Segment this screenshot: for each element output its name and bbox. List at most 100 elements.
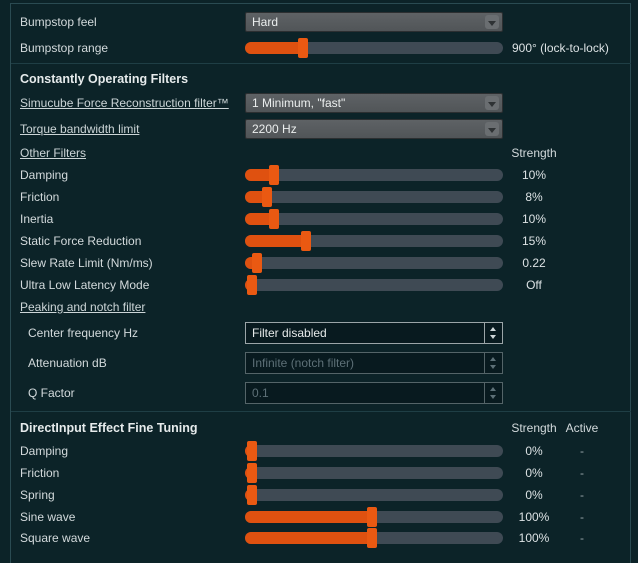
slew-rate-limit-label: Slew Rate Limit (Nm/ms) (20, 256, 153, 270)
dropdown-selected-value: 1 Minimum, "fast" (252, 96, 346, 110)
dropdown-selected-value: Hard (252, 15, 279, 29)
spinbox-stepper[interactable] (484, 323, 502, 343)
di-spring-slider[interactable] (245, 484, 503, 506)
bumpstop-range-row: Bumpstop range 900° (lock-to-lock) (0, 37, 638, 59)
spinbox-value: Infinite (notch filter) (252, 356, 355, 370)
slew-rate-limit-slider[interactable] (245, 252, 503, 274)
slider-handle[interactable] (262, 187, 273, 207)
section-divider (11, 63, 631, 64)
di-sine-wave-active-value: - (580, 510, 584, 524)
slider-fill (245, 213, 274, 225)
slider-handle[interactable] (366, 528, 377, 548)
di-damping-strength-value: 0% (525, 444, 543, 458)
ultra-low-latency-slider[interactable] (245, 274, 503, 296)
torque-bandwidth-dropdown[interactable]: 2200 Hz (245, 119, 503, 139)
slider-fill (245, 511, 372, 523)
di-sine-wave-row: Sine wave 100% - (0, 506, 638, 528)
di-square-wave-active-value: - (580, 531, 584, 545)
slider-track[interactable] (245, 279, 503, 291)
static-force-reduction-value: 15% (521, 234, 547, 248)
q-factor-label: Q Factor (28, 386, 75, 400)
inertia-strength-value: 10% (521, 212, 547, 226)
di-square-wave-label: Square wave (20, 531, 91, 545)
damping-strength-value: 10% (521, 168, 547, 182)
di-sine-wave-slider[interactable] (245, 506, 503, 528)
di-damping-label: Damping (20, 444, 69, 458)
di-sine-wave-strength-value: 100% (518, 510, 550, 524)
attenuation-label: Attenuation dB (28, 356, 107, 370)
slider-handle[interactable] (252, 253, 263, 273)
chevron-down-icon (488, 102, 496, 107)
chevron-down-icon (488, 21, 496, 26)
torque-bandwidth-link[interactable]: Torque bandwidth limit (20, 122, 140, 136)
di-friction-row: Friction 0% - (0, 462, 638, 484)
strength-column-header: Strength (511, 146, 557, 160)
center-frequency-spinbox[interactable]: Filter disabled (245, 322, 503, 344)
active-column-header: Active (565, 421, 599, 435)
di-damping-slider[interactable] (245, 440, 503, 462)
ultra-low-latency-label: Ultra Low Latency Mode (20, 278, 150, 292)
slider-handle[interactable] (298, 38, 309, 58)
di-square-wave-slider[interactable] (245, 527, 503, 549)
bumpstop-feel-dropdown[interactable]: Hard (245, 12, 503, 32)
di-friction-slider[interactable] (245, 462, 503, 484)
attenuation-row: Attenuation dB Infinite (notch filter) (0, 352, 638, 374)
static-force-reduction-row: Static Force Reduction 15% (0, 230, 638, 252)
slider-fill (245, 235, 306, 247)
di-square-wave-strength-value: 100% (518, 531, 550, 545)
slider-handle[interactable] (246, 441, 257, 461)
di-damping-row: Damping 0% - (0, 440, 638, 462)
slider-handle[interactable] (300, 231, 311, 251)
di-spring-active-value: - (580, 488, 584, 502)
slider-handle[interactable] (246, 463, 257, 483)
spinbox-stepper (484, 353, 502, 373)
arrow-up-icon (490, 387, 496, 391)
bumpstop-range-slider[interactable] (245, 37, 503, 59)
slider-handle[interactable] (268, 209, 279, 229)
slider-track[interactable] (245, 467, 503, 479)
arrow-up-icon (490, 357, 496, 361)
sfr-filter-dropdown[interactable]: 1 Minimum, "fast" (245, 93, 503, 113)
di-friction-strength-value: 0% (525, 466, 543, 480)
di-section-title: DirectInput Effect Fine Tuning (20, 421, 198, 435)
other-filters-link[interactable]: Other Filters (20, 146, 87, 160)
damping-label: Damping (20, 168, 69, 182)
sfr-filter-link[interactable]: Simucube Force Reconstruction filter™ (20, 96, 229, 110)
cof-header-row: Constantly Operating Filters (0, 68, 638, 90)
arrow-down-icon[interactable] (490, 335, 496, 339)
chevron-down-icon (488, 128, 496, 133)
di-spring-label: Spring (20, 488, 55, 502)
damping-slider[interactable] (245, 164, 503, 186)
di-header-row: DirectInput Effect Fine Tuning Strength … (0, 417, 638, 439)
arrow-down-icon (490, 365, 496, 369)
section-divider (11, 411, 631, 412)
friction-slider[interactable] (245, 186, 503, 208)
strength-column-header: Strength (511, 421, 557, 435)
static-force-reduction-slider[interactable] (245, 230, 503, 252)
slider-fill (245, 191, 268, 203)
slider-handle[interactable] (366, 507, 377, 527)
center-frequency-row: Center frequency Hz Filter disabled (0, 322, 638, 344)
slider-handle[interactable] (268, 165, 279, 185)
ultra-low-latency-value: Off (526, 278, 542, 292)
slider-track[interactable] (245, 213, 503, 225)
slider-handle[interactable] (246, 485, 257, 505)
friction-row: Friction 8% (0, 186, 638, 208)
damping-row: Damping 10% (0, 164, 638, 186)
slider-fill (245, 169, 274, 181)
slider-track[interactable] (245, 42, 503, 54)
slider-fill (245, 532, 372, 544)
slider-track[interactable] (245, 191, 503, 203)
slider-track[interactable] (245, 489, 503, 501)
peaking-notch-link[interactable]: Peaking and notch filter (20, 300, 146, 314)
slider-handle[interactable] (246, 275, 257, 295)
slider-track[interactable] (245, 169, 503, 181)
slider-track[interactable] (245, 445, 503, 457)
bumpstop-range-value: 900° (lock-to-lock) (512, 41, 609, 55)
arrow-up-icon[interactable] (490, 327, 496, 331)
friction-label: Friction (20, 190, 60, 204)
bumpstop-feel-row: Bumpstop feel Hard (0, 11, 638, 33)
slider-track[interactable] (245, 257, 503, 269)
inertia-slider[interactable] (245, 208, 503, 230)
di-square-wave-row: Square wave 100% - (0, 527, 638, 549)
